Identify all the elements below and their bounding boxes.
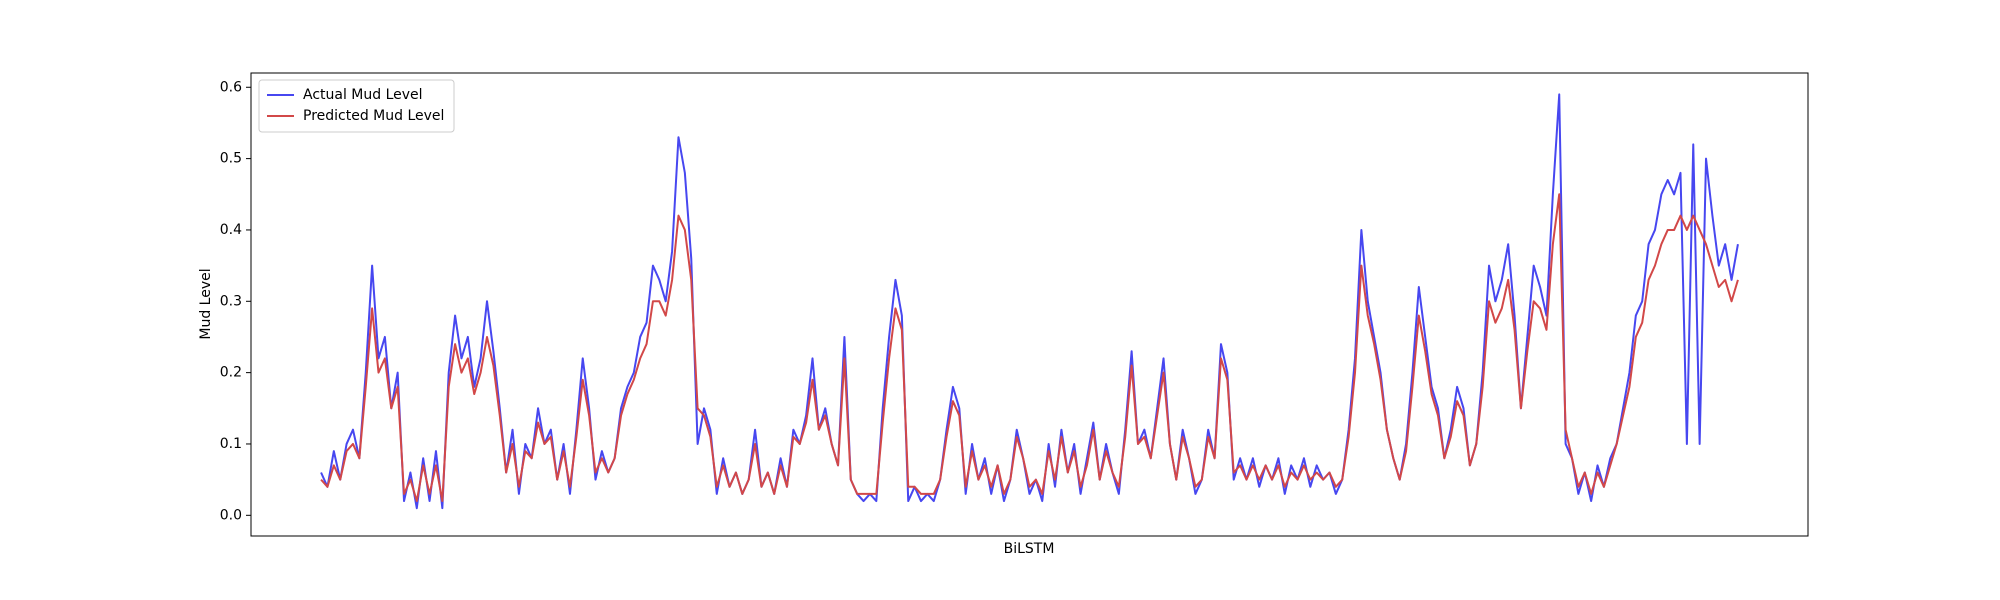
y-tick-label: 0.1 bbox=[220, 436, 242, 452]
data-line bbox=[320, 193, 1739, 503]
y-tick-label: 0.3 bbox=[220, 293, 242, 309]
plot-frame bbox=[250, 72, 1809, 537]
y-tick-label: 0.5 bbox=[220, 151, 242, 167]
x-axis-label: BiLSTM bbox=[1004, 541, 1055, 557]
legend-label: Predicted Mud Level bbox=[303, 108, 444, 124]
y-tick-label: 0.6 bbox=[220, 79, 242, 95]
y-tick-label: 0.4 bbox=[220, 222, 242, 238]
legend-box bbox=[258, 79, 455, 133]
y-axis-label: Mud Level bbox=[198, 268, 214, 339]
legend-label: Actual Mud Level bbox=[303, 87, 423, 103]
y-tick-label: 0.2 bbox=[220, 365, 242, 381]
y-tick-label: 0.0 bbox=[220, 507, 242, 523]
